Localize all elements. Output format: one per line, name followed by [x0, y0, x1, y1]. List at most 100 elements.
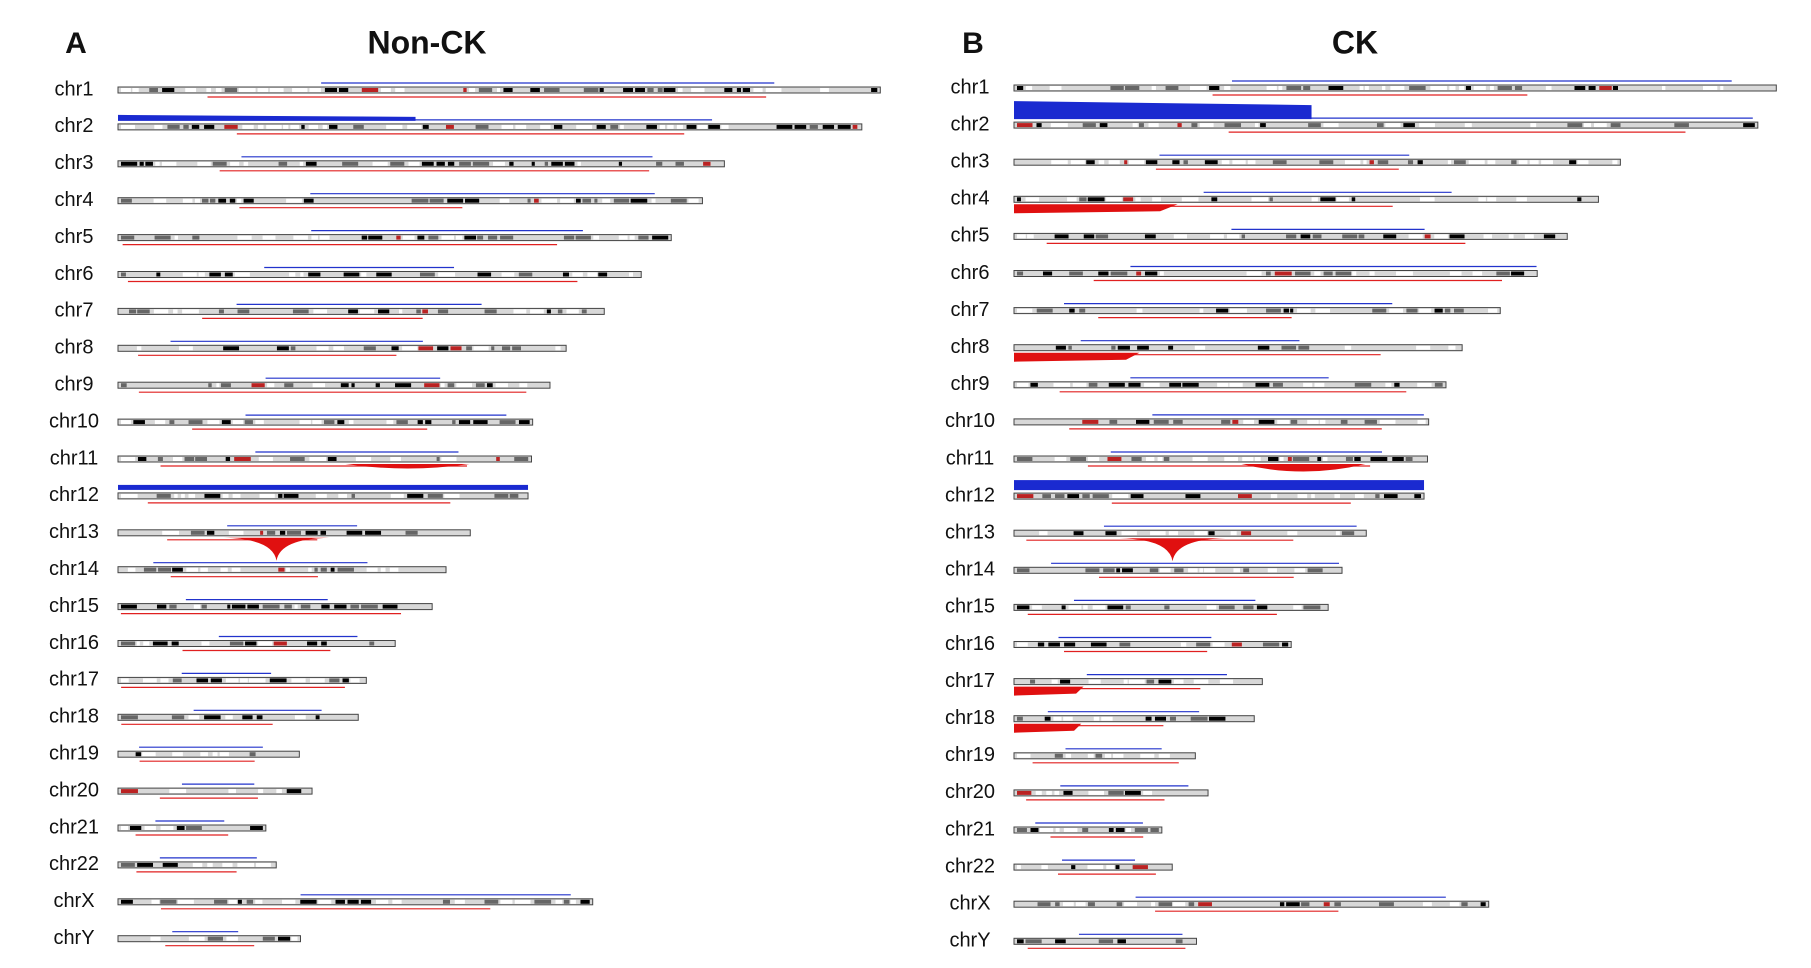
band [1256, 605, 1268, 610]
band [1017, 828, 1027, 832]
ideogram [1013, 480, 1425, 504]
band [258, 124, 264, 129]
band [303, 198, 314, 203]
band [176, 826, 185, 830]
loss-area [345, 464, 470, 469]
band [1049, 86, 1062, 90]
band [405, 530, 418, 535]
band [1358, 234, 1365, 239]
band [1488, 308, 1498, 313]
band [1209, 716, 1226, 721]
band [455, 235, 463, 240]
band [188, 493, 196, 498]
band [424, 383, 440, 388]
band [618, 235, 628, 240]
band [560, 198, 574, 203]
band [290, 457, 305, 461]
band [1612, 86, 1618, 90]
band [594, 198, 598, 203]
ideogram [117, 484, 529, 504]
band [135, 752, 142, 757]
band [1298, 345, 1310, 350]
band [1055, 345, 1066, 350]
band [334, 604, 347, 609]
band [1511, 271, 1525, 276]
band [484, 899, 499, 904]
band [613, 198, 630, 203]
band [194, 198, 201, 203]
band [425, 420, 432, 425]
band [390, 493, 404, 498]
band [197, 161, 211, 166]
band [376, 272, 392, 277]
chromosome-label: chr19 [49, 742, 99, 764]
band [587, 272, 597, 277]
band [121, 641, 136, 646]
band [1088, 679, 1101, 684]
chromosome-label: chr2 [55, 115, 94, 137]
band [1144, 234, 1156, 239]
band [1041, 865, 1048, 870]
band [160, 826, 174, 830]
band [421, 161, 434, 166]
band [121, 383, 127, 388]
band [324, 420, 335, 425]
ideogram-body [117, 640, 396, 647]
ideogram [1013, 859, 1173, 875]
band [309, 457, 326, 461]
band [652, 235, 669, 240]
band [1144, 382, 1160, 387]
band [599, 88, 604, 92]
panel-title: CK [1332, 24, 1378, 60]
band [1055, 828, 1060, 832]
band [1036, 123, 1042, 128]
band [121, 235, 135, 240]
band [231, 604, 246, 609]
band [1354, 457, 1361, 461]
band [223, 346, 240, 351]
band [564, 161, 575, 166]
band [220, 383, 231, 388]
band [1017, 457, 1033, 461]
band [1054, 234, 1069, 239]
band [1545, 86, 1552, 90]
band [1188, 902, 1195, 907]
ideogram [117, 894, 594, 910]
band [546, 309, 551, 314]
band [1359, 86, 1364, 90]
band [518, 420, 530, 425]
band [267, 383, 275, 388]
band [1062, 902, 1074, 907]
band [1017, 568, 1030, 573]
band [1115, 865, 1120, 870]
band [496, 457, 500, 461]
band [551, 161, 563, 166]
band [156, 493, 171, 498]
band [1262, 642, 1280, 647]
band [1191, 123, 1198, 128]
band [1039, 531, 1048, 536]
band [495, 383, 508, 388]
band [1487, 160, 1496, 165]
band [1173, 419, 1183, 424]
band [1424, 234, 1431, 239]
band [513, 309, 527, 314]
chromosome-label: chr5 [951, 225, 990, 247]
band [1064, 642, 1076, 647]
band [493, 161, 505, 166]
band [469, 88, 476, 92]
band [1117, 939, 1126, 944]
band [1130, 494, 1144, 499]
band [1067, 197, 1077, 202]
band [518, 272, 533, 277]
loss-area [1119, 538, 1226, 562]
band [1281, 345, 1297, 350]
band [162, 530, 179, 535]
band [1017, 308, 1033, 313]
band [228, 530, 244, 535]
band [1113, 753, 1124, 758]
band [1267, 568, 1277, 573]
band [1190, 716, 1208, 721]
band [1169, 716, 1176, 721]
band [618, 161, 623, 166]
